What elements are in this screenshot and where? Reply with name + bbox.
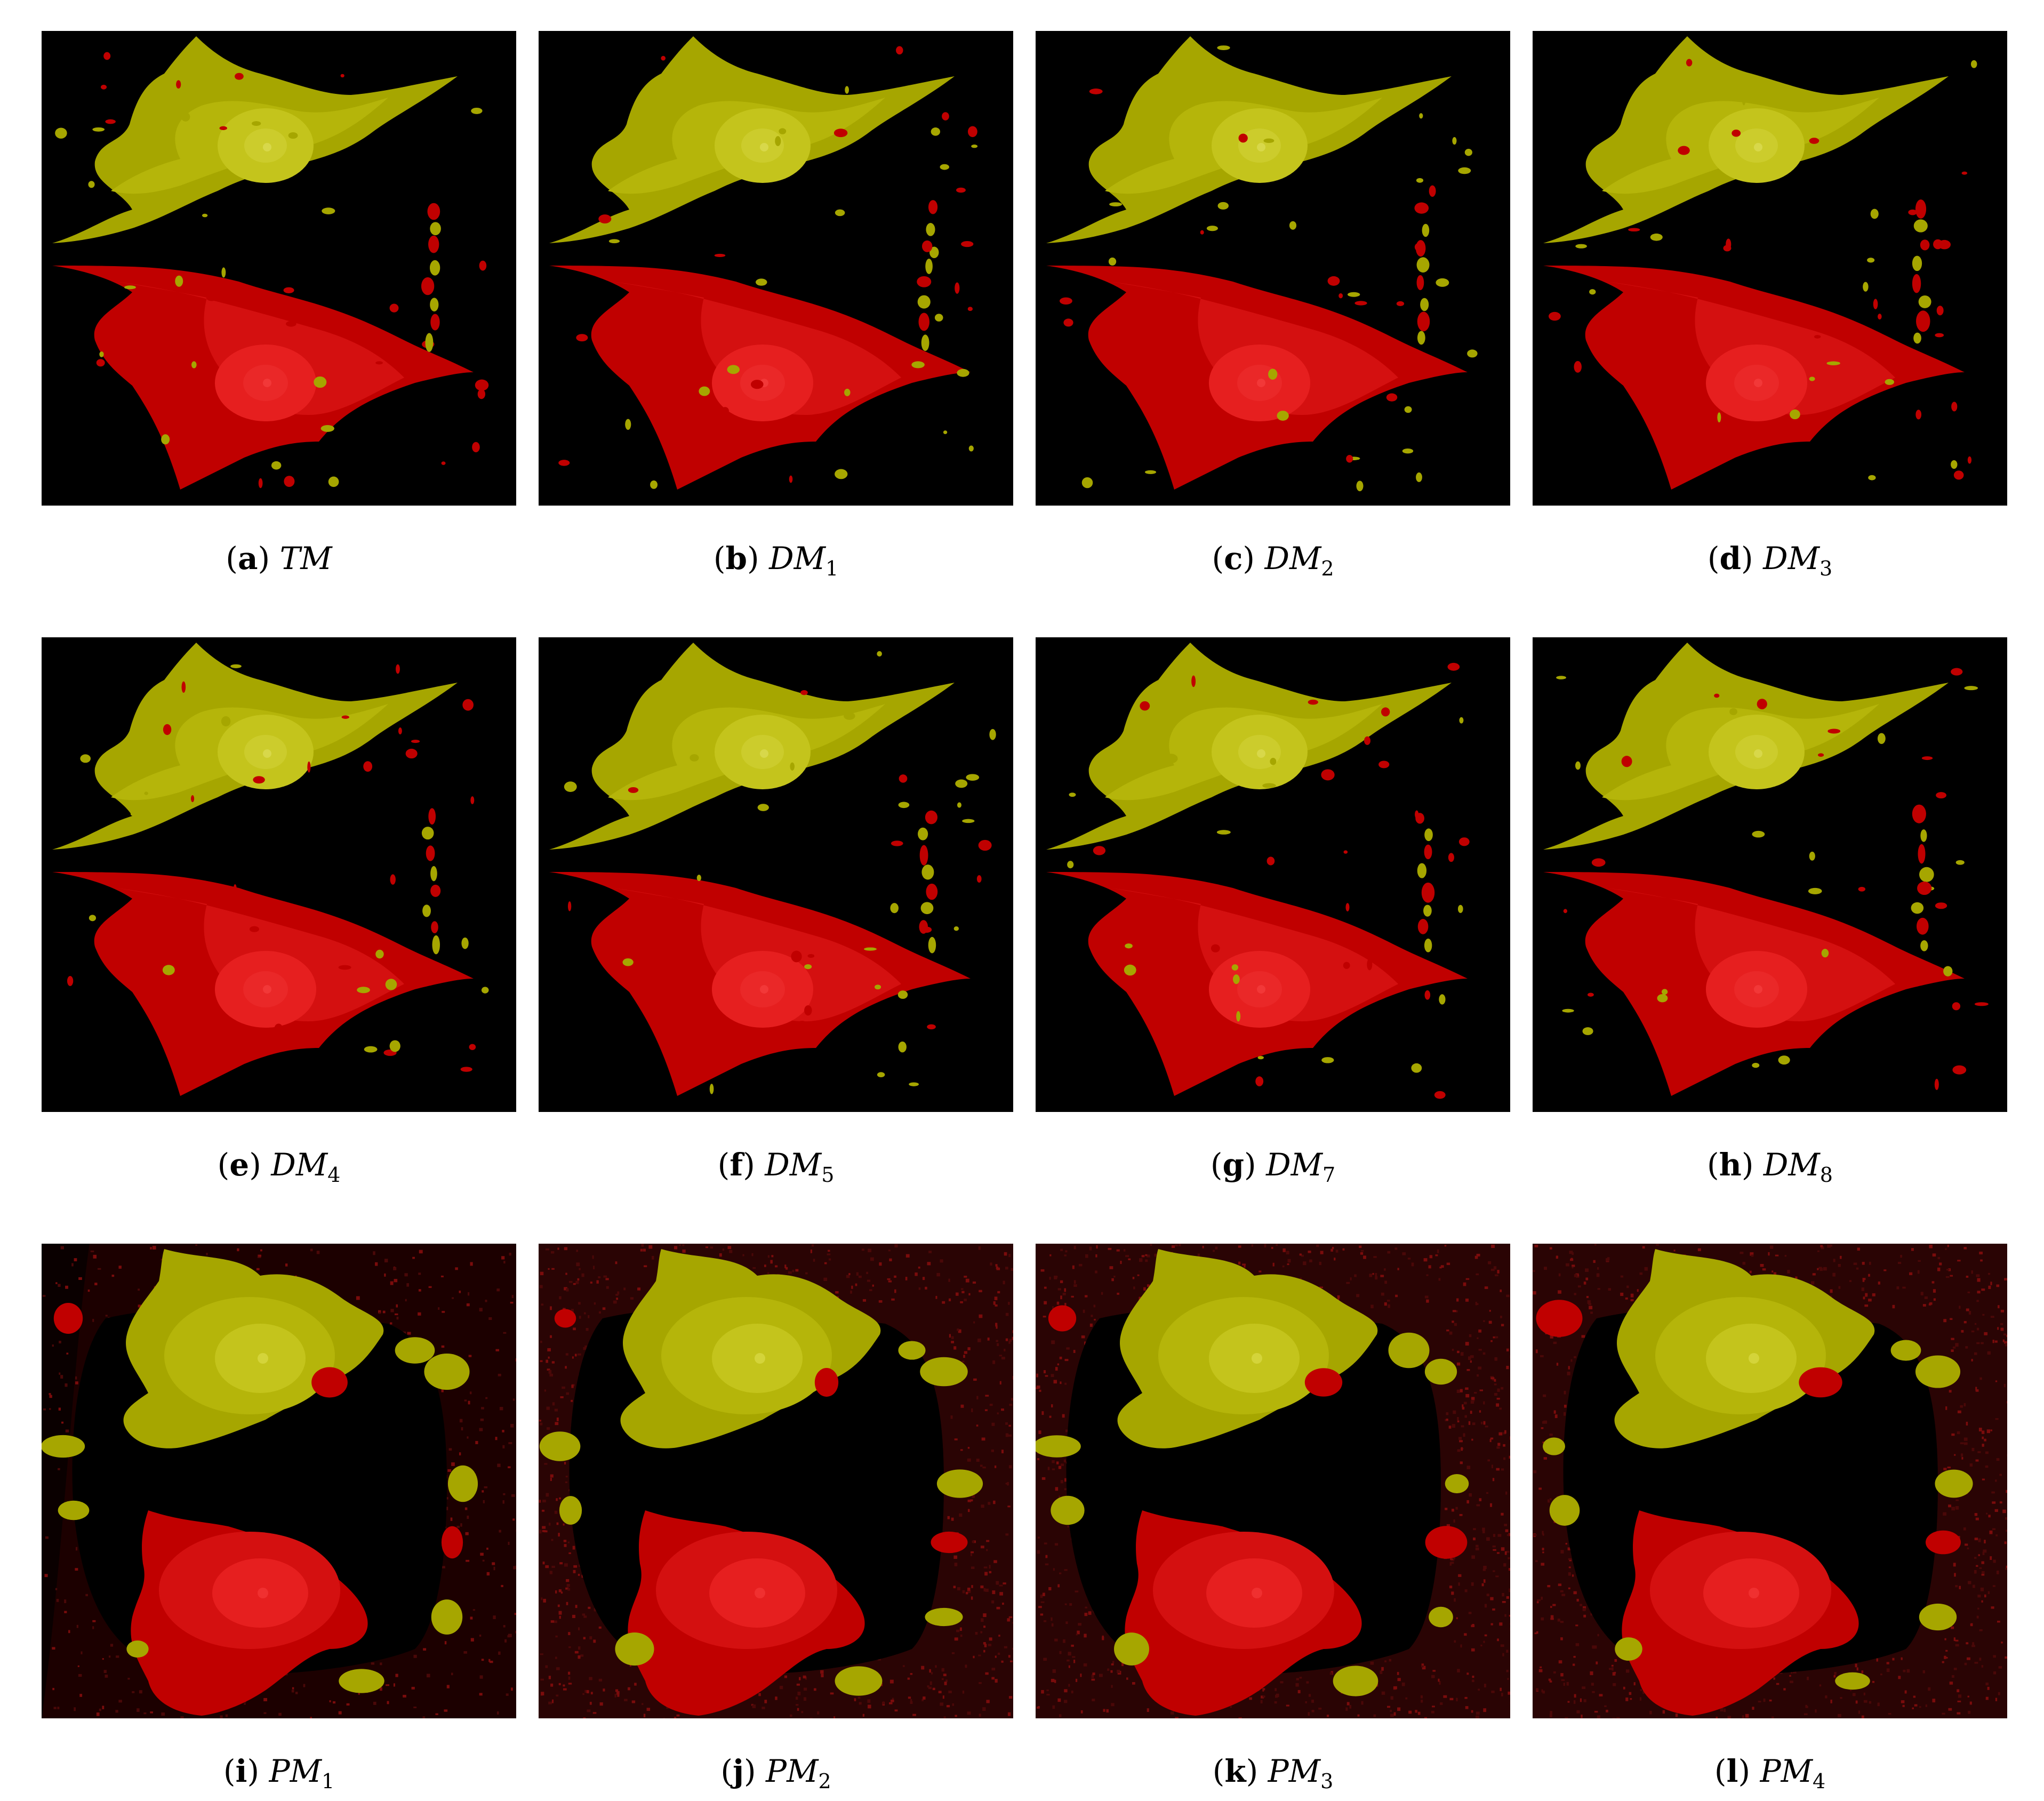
panel-caption: (f) DM5 — [717, 1147, 835, 1187]
fractal-panel-c — [1036, 31, 1510, 506]
caption-subscript: 7 — [1322, 1163, 1336, 1187]
fractal-panel-h — [1533, 637, 2007, 1112]
caption-subscript: 2 — [1321, 557, 1334, 580]
caption-subscript: 4 — [327, 1163, 341, 1187]
fractal-image — [539, 1244, 1013, 1718]
caption-subscript: 3 — [1320, 1770, 1334, 1793]
caption-symbol: DM — [1266, 1147, 1322, 1183]
caption-symbol: DM — [765, 1147, 822, 1183]
fractal-image — [539, 31, 1013, 506]
caption-letter: d — [1719, 540, 1742, 577]
fractal-panel-f — [539, 637, 1013, 1112]
fractal-image — [42, 1244, 516, 1718]
panel-caption: (h) DM8 — [1707, 1147, 1833, 1187]
fractal-image — [1533, 1244, 2007, 1718]
fractal-image — [539, 637, 1013, 1112]
caption-subscript: 4 — [1813, 1770, 1826, 1793]
caption-letter: f — [730, 1147, 743, 1183]
caption-letter: j — [732, 1753, 744, 1789]
caption-symbol: PM — [766, 1753, 819, 1789]
panel-caption: (a) TM — [226, 540, 332, 577]
panel-caption: (e) DM4 — [217, 1147, 341, 1187]
fractal-image — [1036, 1244, 1510, 1718]
fractal-image — [1533, 637, 2007, 1112]
caption-symbol: PM — [269, 1753, 322, 1789]
caption-letter: l — [1726, 1753, 1738, 1789]
caption-letter: c — [1224, 540, 1243, 577]
caption-symbol: DM — [271, 1147, 328, 1183]
caption-subscript: 2 — [818, 1770, 831, 1793]
caption-subscript: 1 — [322, 1770, 335, 1793]
caption-symbol: DM — [769, 540, 825, 577]
caption-letter: e — [229, 1147, 250, 1183]
caption-subscript: 8 — [1819, 1163, 1833, 1187]
caption-symbol: PM — [1268, 1753, 1321, 1789]
fractal-panel-l — [1533, 1244, 2007, 1718]
caption-letter: i — [235, 1753, 247, 1789]
panel-caption: (c) DM2 — [1212, 540, 1334, 580]
fractal-image — [1036, 31, 1510, 506]
panel-caption: (i) PM1 — [223, 1753, 335, 1793]
caption-letter: g — [1222, 1147, 1245, 1183]
caption-symbol: DM — [1763, 540, 1819, 577]
caption-letter: h — [1719, 1147, 1742, 1183]
caption-symbol: DM — [1264, 540, 1321, 577]
fractal-panel-a — [42, 31, 516, 506]
fractal-image — [42, 31, 516, 506]
caption-subscript: 5 — [821, 1163, 835, 1187]
fractal-panel-k — [1036, 1244, 1510, 1718]
caption-letter: b — [725, 540, 748, 577]
panel-caption: (d) DM3 — [1707, 540, 1833, 580]
fractal-panel-i — [42, 1244, 516, 1718]
fractal-image — [42, 637, 516, 1112]
caption-subscript: 1 — [825, 557, 839, 580]
caption-symbol: DM — [1763, 1147, 1820, 1183]
panel-caption: (b) DM1 — [713, 540, 839, 580]
fractal-panel-j — [539, 1244, 1013, 1718]
caption-letter: a — [237, 540, 258, 577]
fractal-image — [1533, 31, 2007, 506]
fractal-panel-g — [1036, 637, 1510, 1112]
fractal-image — [1036, 637, 1510, 1112]
panel-caption: (k) PM3 — [1212, 1753, 1334, 1793]
fractal-panel-d — [1533, 31, 2007, 506]
caption-letter: k — [1224, 1753, 1246, 1789]
panel-caption: (j) PM2 — [720, 1753, 831, 1793]
fractal-panel-b — [539, 31, 1013, 506]
caption-symbol: PM — [1760, 1753, 1813, 1789]
panel-caption: (g) DM7 — [1210, 1147, 1336, 1187]
fractal-panel-e — [42, 637, 516, 1112]
panel-caption: (l) PM4 — [1714, 1753, 1826, 1793]
caption-subscript: 3 — [1819, 557, 1833, 580]
caption-symbol: TM — [279, 540, 332, 577]
